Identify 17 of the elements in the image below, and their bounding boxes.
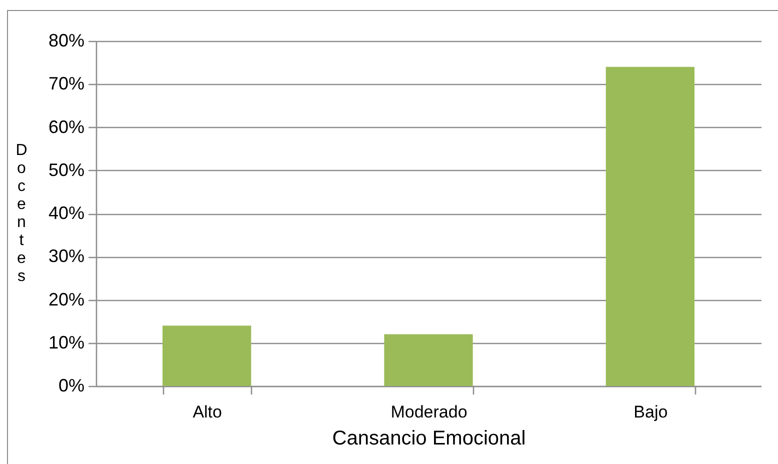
y-tick-label: 60%: [48, 116, 84, 137]
y-tick-label: 70%: [48, 74, 84, 94]
x-tick-label: Bajo: [634, 402, 668, 422]
y-tick-label: 30%: [48, 246, 84, 266]
y-tick-label: 40%: [48, 203, 84, 223]
bar: [606, 66, 694, 386]
x-tick-label: Moderado: [390, 402, 468, 422]
x-axis-title: Cansancio Emocional: [332, 428, 526, 450]
x-tick-label: Alto: [192, 402, 222, 422]
y-tick-label: 50%: [48, 160, 84, 180]
y-tick-label: 20%: [48, 289, 84, 310]
y-tick-label: 10%: [48, 332, 84, 352]
bar: [162, 326, 252, 386]
y-tick-label: 0%: [58, 376, 84, 396]
bar: [384, 334, 473, 386]
y-axis-title: Docentes: [16, 142, 28, 285]
y-tick-label: 80%: [48, 30, 84, 50]
